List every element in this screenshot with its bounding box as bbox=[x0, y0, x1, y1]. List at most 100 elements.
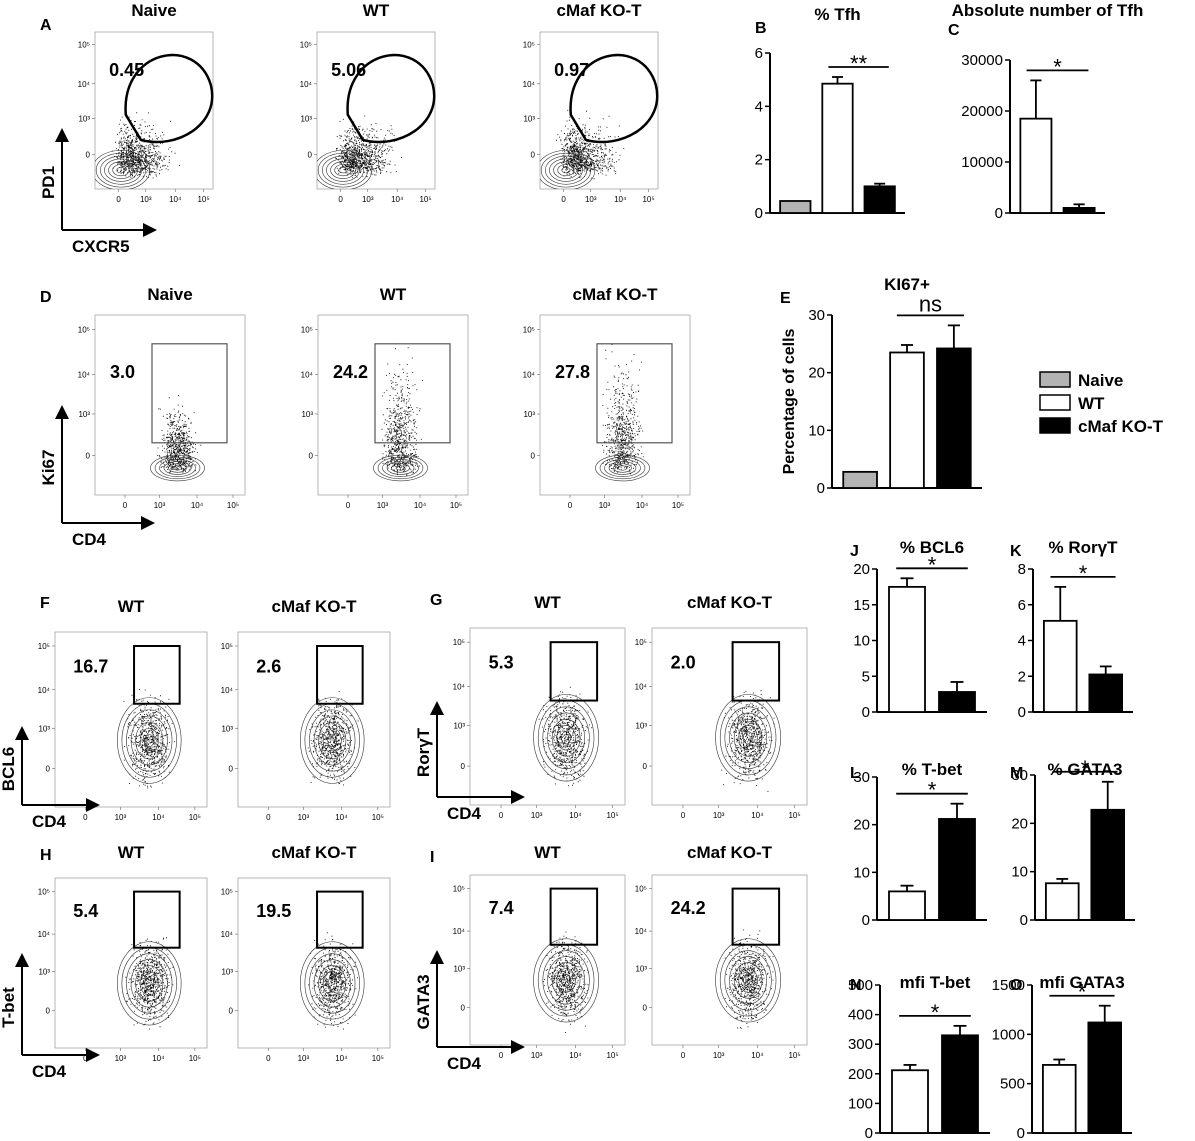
gate-percentage: 24.2 bbox=[333, 362, 368, 382]
x-tick-label: 10⁵ bbox=[419, 195, 431, 204]
significance-label: * bbox=[1078, 980, 1087, 1005]
bar-cmaf-ko-t bbox=[938, 818, 976, 921]
y-tick-label: 10³ bbox=[635, 721, 647, 730]
contour-line bbox=[322, 727, 342, 754]
plot-frame bbox=[539, 31, 659, 190]
contour-line bbox=[561, 167, 571, 174]
x-tick-label: 10⁴ bbox=[414, 501, 427, 510]
y-tick-label: 10⁴ bbox=[78, 370, 91, 379]
y-tick-label: 10⁴ bbox=[301, 370, 314, 379]
bar-wt bbox=[1043, 619, 1078, 713]
contour-line bbox=[545, 155, 587, 185]
significance-label: * bbox=[1081, 756, 1090, 781]
y-tick-label: 1500 bbox=[992, 977, 1025, 994]
y-tick-label: 6 bbox=[755, 45, 763, 62]
y-tick-label: 20 bbox=[808, 365, 825, 382]
bar-cmaf-ko-t bbox=[1088, 673, 1123, 713]
significance-label: * bbox=[928, 552, 937, 577]
legend-label: Naive bbox=[1078, 371, 1123, 390]
contour-line bbox=[743, 731, 754, 745]
y-tick-label: 0 bbox=[531, 150, 536, 159]
x-tick-label: 0 bbox=[346, 501, 351, 510]
contour-line bbox=[561, 974, 572, 987]
contour-line bbox=[327, 977, 338, 990]
panel-letter: J bbox=[850, 543, 859, 560]
y-axis-label: RorγT bbox=[414, 727, 433, 777]
y-tick-label: 0 bbox=[865, 1125, 873, 1141]
bar-wt bbox=[1019, 117, 1053, 214]
x-tick-label: 10⁴ bbox=[152, 1054, 165, 1063]
contour-line bbox=[313, 959, 351, 1008]
x-tick-label: 10⁴ bbox=[169, 195, 182, 204]
contour-line bbox=[373, 454, 428, 482]
contour-line bbox=[551, 962, 581, 999]
bar-cmaf-ko-t bbox=[938, 691, 976, 713]
y-tick-label: 4 bbox=[755, 98, 763, 115]
significance-label: * bbox=[1053, 54, 1062, 79]
plot-frame bbox=[94, 314, 246, 496]
x-tick-label: 10³ bbox=[298, 1054, 310, 1063]
contour-line bbox=[617, 465, 628, 471]
contour-line bbox=[163, 461, 192, 475]
y-tick-label: 2 bbox=[755, 152, 763, 169]
event-dots bbox=[308, 932, 358, 1030]
contour-line bbox=[130, 715, 168, 766]
y-tick-label: 10⁴ bbox=[78, 80, 91, 89]
cell-population bbox=[595, 344, 650, 482]
y-tick-label: 30 bbox=[853, 769, 870, 786]
x-tick-label: 10⁴ bbox=[391, 195, 404, 204]
contour-line bbox=[334, 164, 352, 177]
panel-letter: E bbox=[780, 290, 791, 307]
gate-percentage: 3.0 bbox=[110, 362, 135, 382]
x-tick-label: 10³ bbox=[362, 195, 374, 204]
gate-percentage: 16.7 bbox=[73, 656, 108, 676]
bar-naive bbox=[779, 200, 812, 214]
x-tick-label: 10³ bbox=[298, 813, 310, 822]
flow-row-f: F WT 0 10³ 10⁴ 10⁵ 0 10³ 10⁴ 10⁵ 16.7 cMaf KO-T 0 10³… bbox=[0, 595, 391, 831]
significance-label: ns bbox=[919, 291, 942, 316]
x-tick-label: 10⁵ bbox=[189, 813, 201, 822]
y-tick-label: 10³ bbox=[523, 410, 535, 419]
y-axis-label: Ki67 bbox=[39, 450, 58, 486]
x-tick-label: 10⁵ bbox=[372, 1054, 384, 1063]
contour-line bbox=[135, 721, 164, 760]
x-tick-label: 10⁴ bbox=[152, 813, 165, 822]
contour-line bbox=[300, 941, 365, 1026]
y-axis-label: PD1 bbox=[39, 166, 58, 199]
bar-naive bbox=[842, 470, 878, 489]
panel-letter: D bbox=[40, 289, 52, 306]
gate-rectangle bbox=[549, 641, 599, 702]
legend-swatch bbox=[1039, 394, 1071, 411]
event-dots bbox=[556, 109, 625, 180]
gate-percentage: 27.8 bbox=[555, 362, 590, 382]
contour-line bbox=[159, 459, 196, 477]
contour-line bbox=[382, 459, 419, 477]
x-tick-label: 10⁴ bbox=[569, 811, 582, 820]
contour-line bbox=[172, 465, 183, 471]
group-title: WT bbox=[534, 593, 561, 612]
y-tick-label: 10⁴ bbox=[38, 930, 51, 939]
y-tick-label: 0 bbox=[308, 150, 313, 159]
panel-letter: K bbox=[1010, 543, 1022, 560]
y-tick-label: 0 bbox=[1018, 704, 1026, 721]
group-title: cMaf KO-T bbox=[272, 597, 358, 616]
contour-line bbox=[556, 725, 576, 751]
gate-rectangle bbox=[133, 890, 181, 949]
y-tick-label: 5 bbox=[862, 668, 870, 685]
gate-rectangle bbox=[731, 887, 781, 946]
y-axis-label: Percentage of cells bbox=[781, 328, 798, 474]
contour-line bbox=[533, 694, 599, 782]
y-tick-label: 10⁴ bbox=[38, 686, 51, 695]
contour-line bbox=[542, 950, 590, 1011]
y-tick-label: 20 bbox=[1011, 815, 1028, 832]
x-tick-label: 10⁵ bbox=[189, 1054, 201, 1063]
plot-frame bbox=[54, 631, 208, 808]
gate-percentage: 0.97 bbox=[554, 60, 589, 80]
gate-rectangle bbox=[133, 645, 181, 705]
contour-line bbox=[309, 953, 356, 1014]
y-tick-label: 0 bbox=[309, 451, 314, 460]
bar-cmaf-ko-t bbox=[936, 347, 972, 489]
contour-line bbox=[116, 167, 126, 174]
